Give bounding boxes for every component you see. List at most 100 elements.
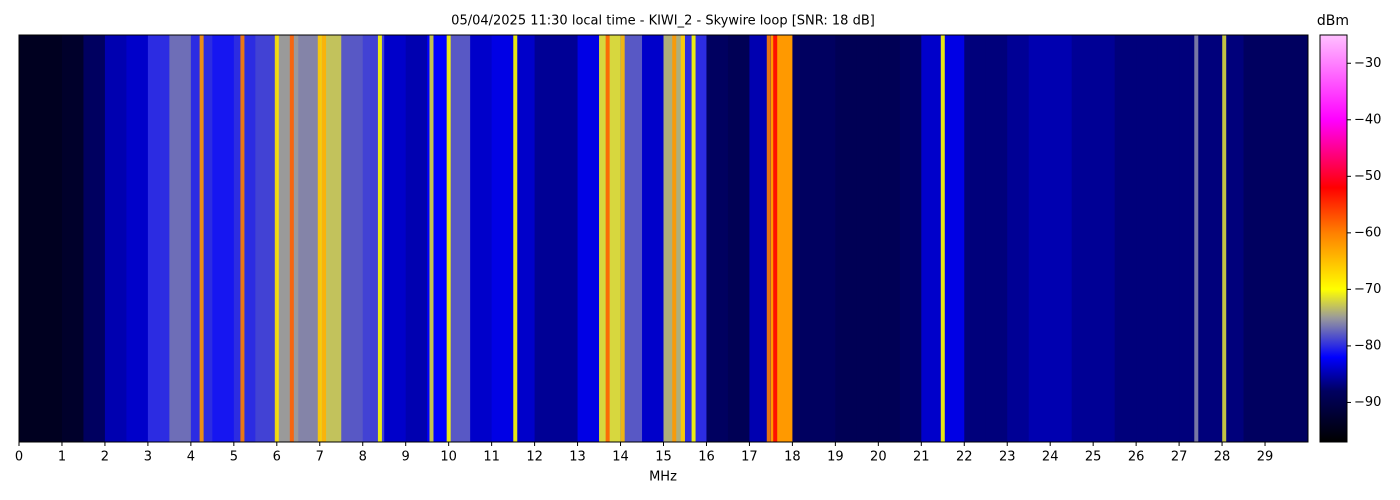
colorbar-tick-label: −50 — [1354, 169, 1381, 184]
colorbar-label: dBm — [1317, 13, 1349, 29]
x-tick-label: 29 — [1257, 450, 1274, 465]
signal-line — [672, 35, 677, 442]
frequency-column — [599, 35, 622, 442]
x-tick-label: 5 — [230, 450, 238, 465]
frequency-column — [40, 35, 63, 442]
signal-line — [317, 35, 322, 442]
x-tick-label: 20 — [870, 450, 887, 465]
x-tick-label: 19 — [827, 450, 844, 465]
x-tick-label: 6 — [273, 450, 281, 465]
frequency-column — [684, 35, 707, 442]
frequency-column — [126, 35, 149, 442]
x-tick-label: 2 — [101, 450, 109, 465]
colorbar-tick-label: −80 — [1354, 338, 1381, 353]
frequency-column — [1265, 35, 1288, 442]
signal-line — [1194, 35, 1199, 442]
frequency-column — [1222, 35, 1245, 442]
waterfall-plot — [19, 35, 1309, 442]
frequency-column — [212, 35, 235, 442]
frequency-column — [749, 35, 772, 442]
colorbar-tick-label: −90 — [1354, 395, 1381, 410]
x-tick-label: 8 — [359, 450, 367, 465]
x-tick-label: 22 — [956, 450, 973, 465]
frequency-column — [491, 35, 514, 442]
x-tick-label: 12 — [526, 450, 543, 465]
frequency-column — [856, 35, 879, 442]
x-tick-label: 25 — [1085, 450, 1102, 465]
frequency-column — [448, 35, 471, 442]
frequency-column — [255, 35, 278, 442]
colorbar-tick-label: −60 — [1354, 225, 1381, 240]
frequency-column — [921, 35, 944, 442]
signal-line — [620, 35, 625, 442]
signal-line — [691, 35, 696, 442]
signal-line — [322, 35, 327, 442]
x-tick-label: 10 — [440, 450, 457, 465]
signal-line — [1222, 35, 1227, 442]
x-tick-label: 4 — [187, 450, 195, 465]
signal-line — [446, 35, 451, 442]
frequency-column — [835, 35, 858, 442]
frequency-column — [878, 35, 901, 442]
frequency-column — [276, 35, 299, 442]
frequency-column — [1114, 35, 1137, 442]
signal-line — [377, 35, 382, 442]
colorbar-tick-label: −40 — [1354, 112, 1381, 127]
frequency-column — [1286, 35, 1309, 442]
signal-line — [513, 35, 518, 442]
frequency-column — [1243, 35, 1266, 442]
signal-line — [779, 35, 784, 442]
colorbar-tick-label: −30 — [1354, 56, 1381, 71]
signal-line — [766, 35, 771, 442]
x-tick-label: 13 — [569, 450, 586, 465]
x-tick-label: 24 — [1042, 450, 1059, 465]
frequency-column — [556, 35, 579, 442]
frequency-column — [104, 35, 127, 442]
signal-line — [680, 35, 685, 442]
frequency-column — [942, 35, 965, 442]
colorbar — [1319, 34, 1348, 443]
signal-line — [773, 35, 778, 442]
frequency-column — [642, 35, 664, 442]
frequency-column — [1007, 35, 1030, 442]
frequency-column — [1093, 35, 1116, 442]
chart-title: 05/04/2025 11:30 local time - KIWI_2 - S… — [451, 14, 875, 29]
frequency-column — [83, 35, 106, 442]
frequency-column — [405, 35, 428, 442]
frequency-column — [233, 35, 256, 442]
frequency-column — [813, 35, 836, 442]
x-tick-label: 11 — [483, 450, 500, 465]
signal-line — [240, 35, 245, 442]
x-tick-label: 0 — [15, 450, 23, 465]
frequency-column — [1071, 35, 1094, 442]
frequency-column — [19, 35, 41, 442]
x-tick-label: 3 — [144, 450, 152, 465]
frequency-column — [147, 35, 170, 442]
frequency-column — [899, 35, 922, 442]
x-tick-label: 27 — [1171, 450, 1188, 465]
x-tick-label: 23 — [999, 450, 1016, 465]
frequency-column — [534, 35, 557, 442]
frequency-column — [513, 35, 536, 442]
signal-line — [289, 35, 294, 442]
frequency-column — [792, 35, 815, 442]
frequency-column — [964, 35, 987, 442]
x-tick-label: 9 — [402, 450, 410, 465]
x-axis-label: MHz — [649, 470, 677, 485]
signal-line — [940, 35, 945, 442]
x-tick-label: 7 — [316, 450, 324, 465]
x-tick-label: 17 — [741, 450, 758, 465]
x-tick-label: 26 — [1128, 450, 1145, 465]
frequency-column — [298, 35, 321, 442]
x-tick-label: 28 — [1214, 450, 1231, 465]
frequency-column — [384, 35, 407, 442]
signal-line — [274, 35, 279, 442]
frequency-column — [1136, 35, 1159, 442]
frequency-column — [1028, 35, 1051, 442]
x-tick-label: 14 — [612, 450, 629, 465]
frequency-column — [61, 35, 84, 442]
x-tick-label: 15 — [655, 450, 672, 465]
frequency-column — [169, 35, 192, 442]
frequency-column — [620, 35, 643, 442]
